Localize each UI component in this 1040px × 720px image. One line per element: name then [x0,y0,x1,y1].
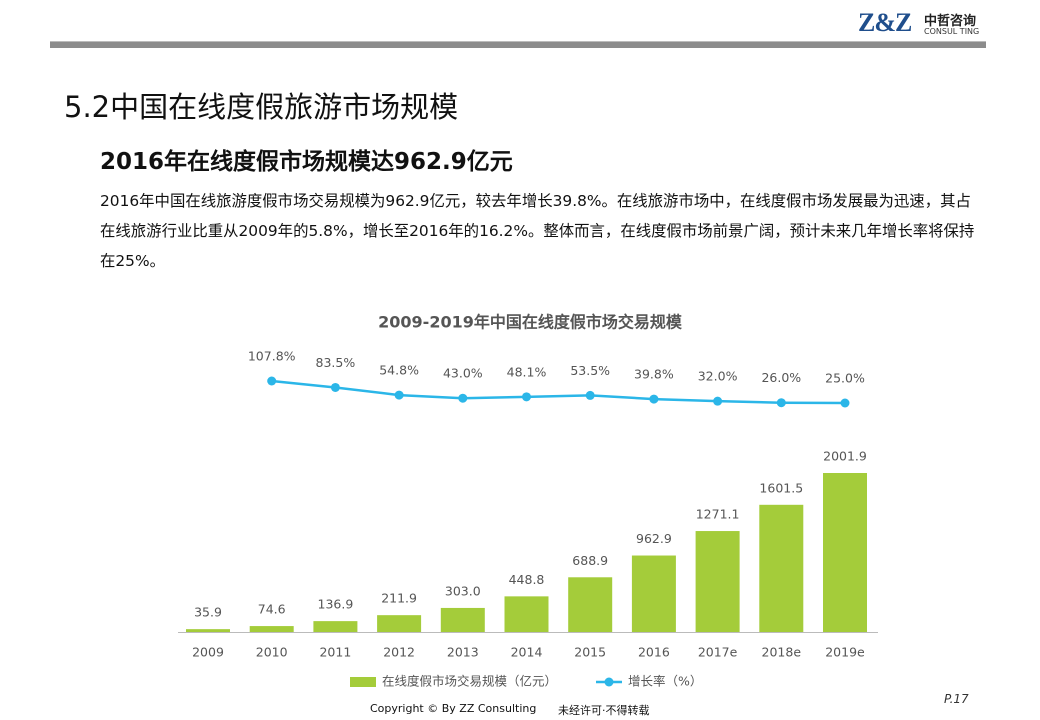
x-tick-label: 2016 [638,645,670,660]
data-label: 448.8 [509,572,545,587]
legend-label: 增长率（%） [628,674,702,689]
line-point [840,398,850,408]
line-point [458,393,468,403]
data-label: 26.0% [761,370,801,385]
bar [186,629,230,632]
data-label: 25.0% [825,371,865,386]
data-label: 74.6 [258,602,286,617]
notice: 未经许可·不得转载 [558,704,650,717]
data-label: 211.9 [381,591,417,606]
copyright: Copyright © By ZZ Consulting [370,702,537,715]
x-tick-label: 2012 [383,645,415,660]
data-label: 1601.5 [759,480,803,495]
x-tick-label: 2017e [698,645,738,660]
bar [568,577,613,632]
line-point [713,396,723,406]
line-point [267,376,277,386]
bar [759,504,804,632]
x-tick-label: 2009 [192,645,224,660]
logo: Z&Z [858,8,912,37]
data-label: 303.0 [445,583,481,598]
line [271,379,846,405]
legend-label: 在线度假市场交易规模（亿元） [382,674,557,689]
bar [823,473,867,632]
line-point [394,390,404,400]
chart-title: 2009-2019年中国在线度假市场交易规模 [378,313,683,332]
data-label: 1271.1 [696,507,740,522]
data-label: 39.8% [634,367,674,382]
data-label: 962.9 [636,531,672,546]
data-label: 107.8% [248,349,296,364]
data-label: 43.0% [443,366,483,381]
legend-swatch [604,677,614,687]
x-tick-label: 2010 [256,645,288,660]
bar [440,607,485,632]
page-number: P.17 [944,692,969,706]
data-label: 35.9 [194,605,222,620]
bar [631,555,676,632]
line-point [585,390,595,400]
x-tick-label: 2013 [447,645,479,660]
line-point [649,394,659,404]
x-tick-label: 2014 [511,645,543,660]
slide-title: 5.2中国在线度假旅游市场规模 [64,90,459,124]
x-tick-label: 2019e [825,645,865,660]
data-label: 2001.9 [823,449,867,464]
bar [695,531,740,632]
line-point [522,392,531,402]
bar [377,615,422,632]
bar [313,621,358,632]
data-label: 48.1% [507,364,547,379]
x-tick-label: 2015 [574,645,606,660]
data-label: 136.9 [318,597,354,612]
data-label: 83.5% [316,355,356,370]
slide-subtitle: 2016年在线度假市场规模达962.9亿元 [100,149,513,175]
x-tick-label: 2011 [319,645,351,660]
data-label: 54.8% [379,363,419,378]
data-label: 32.0% [698,369,738,384]
line-point [330,382,340,392]
line-point [776,398,786,408]
legend-swatch [350,677,376,687]
bar [504,596,549,632]
brand-sub: CONSUL TING [924,27,980,36]
header-rule [50,41,986,48]
data-label: 688.9 [572,553,608,568]
paragraph: 2016年中国在线旅游度假市场交易规模为962.9亿元，较去年增长39.8%。在… [100,192,975,270]
x-tick-label: 2018e [762,645,802,660]
bar [249,626,294,632]
brand-name: 中哲咨询 [924,14,977,29]
data-label: 53.5% [570,363,610,378]
